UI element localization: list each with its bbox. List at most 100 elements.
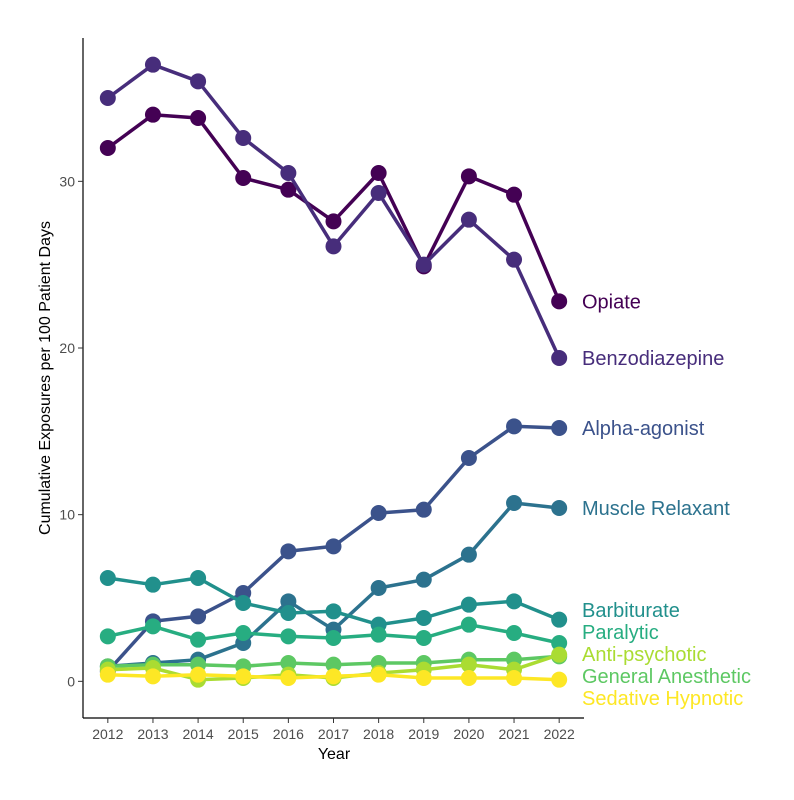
data-point-alpha-agonist <box>551 420 568 436</box>
series-label-sedative-hypnotic: Sedative Hypnotic <box>582 688 743 710</box>
series-opiate <box>99 106 568 310</box>
y-axis-title: Cumulative Exposures per 100 Patient Day… <box>37 221 54 535</box>
series-paralytic <box>99 616 568 651</box>
data-point-alpha-agonist <box>190 608 207 625</box>
data-point-general-anesthetic <box>325 656 342 673</box>
data-point-general-anesthetic <box>280 655 297 671</box>
data-point-benzodiazepine <box>144 56 161 73</box>
data-point-benzodiazepine <box>460 211 477 228</box>
data-point-alpha-agonist <box>415 501 432 518</box>
data-point-barbiturate <box>190 570 207 586</box>
data-point-sedative-hypnotic <box>235 668 252 685</box>
data-point-opiate <box>551 293 568 310</box>
data-point-benzodiazepine <box>370 185 387 201</box>
x-tick-label: 2015 <box>228 726 259 742</box>
series-labels: Opiate Benzodiazepine Alpha-agonist Muscle … <box>582 291 751 710</box>
y-axis-ticks: 0 10 20 30 <box>59 173 83 689</box>
data-point-paralytic <box>551 635 568 651</box>
data-point-alpha-agonist <box>325 538 342 555</box>
data-point-benzodiazepine <box>190 73 207 90</box>
data-point-paralytic <box>415 630 432 646</box>
data-point-alpha-agonist <box>280 543 297 560</box>
x-axis-ticks: 2012 2013 2014 2015 2016 2017 2018 2019 2020 2021… <box>92 718 575 742</box>
x-tick-label: 2020 <box>453 726 484 742</box>
x-tick-label: 2022 <box>544 726 575 742</box>
series-layer <box>99 56 568 688</box>
data-point-alpha-agonist <box>370 505 387 521</box>
series-label-opiate: Opiate <box>582 291 641 313</box>
data-point-sedative-hypnotic <box>144 668 161 685</box>
data-point-opiate <box>370 165 387 181</box>
data-point-paralytic <box>280 628 297 645</box>
data-point-paralytic <box>235 625 252 641</box>
x-tick-label: 2016 <box>273 726 304 742</box>
data-point-benzodiazepine <box>506 251 523 268</box>
y-tick-label: 20 <box>59 340 75 356</box>
x-tick-label: 2018 <box>363 726 394 742</box>
data-point-sedative-hypnotic <box>190 666 207 683</box>
data-point-sedative-hypnotic <box>551 671 568 688</box>
data-point-paralytic <box>190 631 207 648</box>
series-label-benzodiazepine: Benzodiazepine <box>582 348 724 370</box>
data-point-opiate <box>190 110 207 126</box>
data-point-barbiturate <box>551 611 568 628</box>
series-line-opiate <box>106 112 561 304</box>
data-point-opiate <box>235 170 252 186</box>
data-point-paralytic <box>370 626 387 643</box>
x-tick-label: 2013 <box>137 726 168 742</box>
data-point-sedative-hypnotic <box>460 670 477 686</box>
y-tick-label: 0 <box>67 673 75 689</box>
data-point-sedative-hypnotic <box>370 666 387 683</box>
data-point-paralytic <box>325 630 342 646</box>
series-muscle-relaxant <box>99 495 568 675</box>
data-point-barbiturate <box>325 603 342 620</box>
x-tick-label: 2014 <box>183 726 214 742</box>
y-tick-label: 10 <box>59 507 75 523</box>
data-point-muscle-relaxant <box>506 495 523 511</box>
data-point-sedative-hypnotic <box>415 670 432 686</box>
data-point-benzodiazepine <box>325 238 342 255</box>
x-tick-label: 2019 <box>408 726 439 742</box>
x-tick-label: 2021 <box>498 726 529 742</box>
data-point-anti-psychotic <box>551 646 568 663</box>
series-barbiturate <box>99 570 568 633</box>
series-label-general-anesthetic: General Anesthetic <box>582 666 751 688</box>
data-point-benzodiazepine <box>235 130 252 146</box>
data-point-opiate <box>325 213 342 230</box>
x-tick-label: 2017 <box>318 726 349 742</box>
data-point-alpha-agonist <box>460 450 477 466</box>
data-point-muscle-relaxant <box>551 500 568 516</box>
y-tick-label: 30 <box>59 173 75 189</box>
data-point-alpha-agonist <box>506 418 523 435</box>
data-point-barbiturate <box>415 610 432 626</box>
series-label-barbiturate: Barbiturate <box>582 600 680 622</box>
x-axis-title: Year <box>318 746 351 763</box>
series-label-alpha-agonist: Alpha-agonist <box>582 418 705 440</box>
series-label-anti-psychotic: Anti-psychotic <box>582 644 707 666</box>
data-point-muscle-relaxant <box>460 546 477 563</box>
data-point-benzodiazepine <box>280 165 297 181</box>
data-point-sedative-hypnotic <box>99 666 116 683</box>
data-point-barbiturate <box>235 595 252 611</box>
data-point-opiate <box>144 106 161 123</box>
data-point-opiate <box>99 140 116 156</box>
data-point-benzodiazepine <box>99 90 116 106</box>
data-point-paralytic <box>144 618 161 635</box>
data-point-paralytic <box>99 628 116 645</box>
data-point-barbiturate <box>460 596 477 613</box>
data-point-barbiturate <box>280 605 297 621</box>
data-point-sedative-hypnotic <box>280 670 297 686</box>
series-line-benzodiazepine <box>106 62 561 360</box>
data-point-barbiturate <box>506 593 523 610</box>
series-label-muscle-relaxant: Muscle Relaxant <box>582 498 730 520</box>
data-point-benzodiazepine <box>551 350 568 366</box>
data-point-muscle-relaxant <box>415 571 432 588</box>
data-point-sedative-hypnotic <box>506 670 523 686</box>
data-point-barbiturate <box>144 576 161 593</box>
data-point-benzodiazepine <box>415 256 432 273</box>
series-label-paralytic: Paralytic <box>582 622 659 644</box>
data-point-muscle-relaxant <box>370 580 387 596</box>
data-point-paralytic <box>460 616 477 633</box>
data-point-muscle-relaxant <box>280 593 297 610</box>
